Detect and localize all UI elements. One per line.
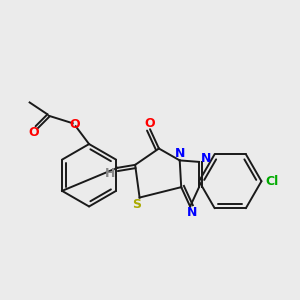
Text: N: N: [200, 152, 211, 165]
Text: N: N: [175, 147, 185, 160]
Text: S: S: [132, 198, 141, 211]
Text: O: O: [29, 126, 39, 139]
Text: O: O: [69, 118, 80, 131]
Text: Cl: Cl: [265, 175, 278, 188]
Text: O: O: [145, 117, 155, 130]
Text: H: H: [105, 167, 115, 180]
Text: N: N: [186, 206, 197, 219]
